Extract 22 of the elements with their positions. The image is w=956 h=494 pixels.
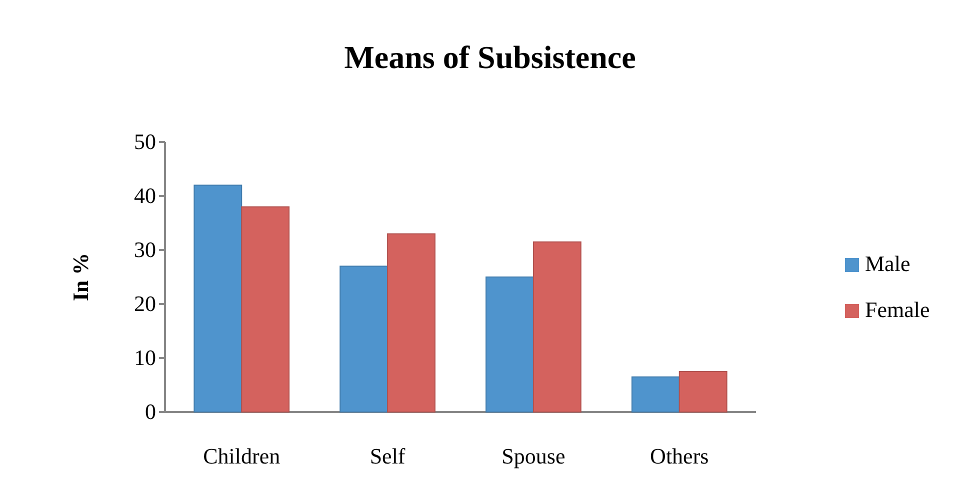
bar — [631, 376, 680, 412]
bar — [532, 241, 582, 412]
bar — [241, 206, 290, 412]
y-tick-label: 10 — [134, 345, 156, 370]
y-axis-title: In % — [68, 252, 93, 302]
chart-title: Means of Subsistence — [344, 39, 636, 75]
x-tick-label: Children — [203, 444, 280, 469]
bar — [678, 371, 728, 412]
y-tick-label: 20 — [134, 291, 156, 316]
legend-label: Male — [865, 251, 910, 276]
x-tick-label: Self — [370, 444, 406, 469]
bar — [194, 184, 242, 412]
legend-label: Female — [865, 297, 930, 322]
bar — [486, 276, 534, 412]
x-tick-label: Spouse — [502, 444, 566, 469]
x-tick-label: Others — [650, 444, 709, 469]
bar — [340, 266, 388, 412]
y-tick-label: 40 — [134, 183, 156, 208]
y-tick-label: 0 — [145, 399, 156, 424]
bar — [387, 233, 436, 412]
y-tick-label: 30 — [134, 237, 156, 262]
y-tick-label: 50 — [134, 129, 156, 154]
